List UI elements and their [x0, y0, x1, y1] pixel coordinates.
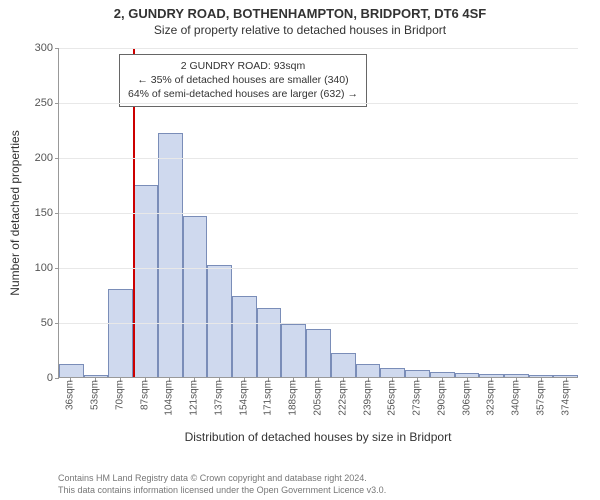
annotation-line: 2 GUNDRY ROAD: 93sqm [128, 59, 358, 73]
xtick-label: 121sqm [189, 380, 200, 416]
xtick-label: 104sqm [164, 380, 175, 416]
histogram-bar [232, 296, 257, 377]
ytick-label: 100 [35, 262, 59, 274]
histogram-bar [183, 216, 208, 377]
xtick-label: 340sqm [511, 380, 522, 416]
xtick-label: 323sqm [486, 380, 497, 416]
xtick-label: 374sqm [560, 380, 571, 416]
gridline-h [59, 268, 578, 269]
annotation-box: 2 GUNDRY ROAD: 93sqm ← 35% of detached h… [119, 54, 367, 107]
xtick-label: 306sqm [461, 380, 472, 416]
annotation-line: ← 35% of detached houses are smaller (34… [128, 73, 358, 87]
histogram-bar [529, 375, 554, 377]
xtick-label: 357sqm [535, 380, 546, 416]
xtick-label: 290sqm [436, 380, 447, 416]
y-axis-label: Number of detached properties [8, 130, 22, 295]
ytick-label: 0 [47, 372, 59, 384]
gridline-h [59, 213, 578, 214]
histogram-bar [356, 364, 381, 377]
xtick-label: 188sqm [288, 380, 299, 416]
plot-area: Number of detached properties 2 GUNDRY R… [58, 48, 578, 378]
footer-line: This data contains information licensed … [58, 484, 600, 496]
xtick-label: 53sqm [90, 380, 101, 410]
ytick-label: 50 [41, 317, 59, 329]
footer-line: Contains HM Land Registry data © Crown c… [58, 472, 600, 484]
histogram-bar [59, 364, 84, 377]
xtick-label: 70sqm [114, 380, 125, 410]
xtick-label: 36sqm [65, 380, 76, 410]
histogram-bar [257, 308, 282, 377]
histogram-bar [306, 329, 331, 377]
histogram-bar [504, 374, 529, 377]
xtick-label: 256sqm [387, 380, 398, 416]
histogram-bar [108, 289, 133, 377]
xtick-label: 137sqm [213, 380, 224, 416]
gridline-h [59, 103, 578, 104]
xtick-label: 87sqm [139, 380, 150, 410]
ytick-label: 150 [35, 207, 59, 219]
histogram-bar [380, 368, 405, 377]
annotation-line: 64% of semi-detached houses are larger (… [128, 87, 358, 101]
xtick-label: 239sqm [362, 380, 373, 416]
gridline-h [59, 48, 578, 49]
histogram-bar [405, 370, 430, 377]
xtick-label: 205sqm [313, 380, 324, 416]
histogram-bar [455, 373, 480, 377]
x-axis-label: Distribution of detached houses by size … [58, 430, 578, 444]
histogram-bar [281, 324, 306, 377]
histogram-bar [479, 374, 504, 377]
page-subtitle: Size of property relative to detached ho… [0, 21, 600, 37]
histogram-bar [553, 375, 578, 377]
chart-container: Number of detached properties 2 GUNDRY R… [58, 48, 578, 418]
xtick-label: 222sqm [337, 380, 348, 416]
gridline-h [59, 323, 578, 324]
gridline-h [59, 158, 578, 159]
histogram-bar [84, 375, 109, 377]
histogram-bar [207, 265, 232, 377]
xtick-label: 171sqm [263, 380, 274, 416]
xtick-label: 273sqm [412, 380, 423, 416]
footer: Contains HM Land Registry data © Crown c… [0, 472, 600, 496]
histogram-bar [158, 133, 183, 377]
ytick-label: 300 [35, 42, 59, 54]
xtick-label: 154sqm [238, 380, 249, 416]
ytick-label: 250 [35, 97, 59, 109]
ytick-label: 200 [35, 152, 59, 164]
histogram-bar [430, 372, 455, 378]
page-title-address: 2, GUNDRY ROAD, BOTHENHAMPTON, BRIDPORT,… [0, 0, 600, 21]
histogram-bar [331, 353, 356, 377]
